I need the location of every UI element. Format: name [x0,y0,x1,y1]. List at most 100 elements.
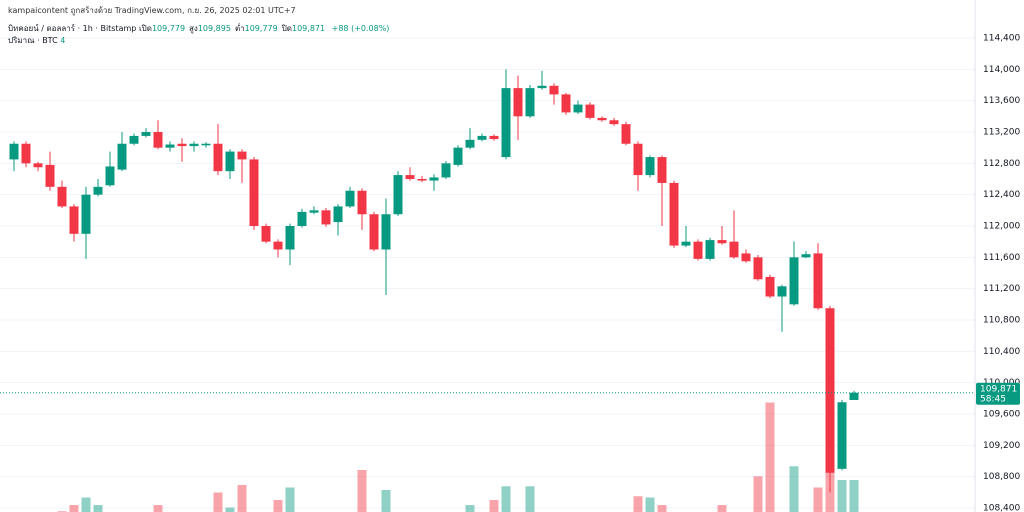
y-tick-label: 112,400 [983,190,1020,200]
y-tick-label: 110,400 [983,347,1020,357]
volume-bar [93,505,103,512]
last-price-label: 109,871 [980,384,1017,394]
candle-body [369,214,379,250]
candle-body [573,104,583,113]
ohlc-value: 109,895 [197,24,231,33]
candle-body [837,402,847,469]
volume-bar [501,486,511,512]
volume-bar [237,485,247,512]
candle-body [657,157,667,183]
candle-body [237,151,247,160]
volume-bar [657,505,667,512]
candle-body [777,286,787,297]
candle-body [129,135,139,144]
candle-body [297,211,307,226]
volume-label: ปริมาณ · BTC [8,36,58,45]
candle-body [45,164,55,187]
y-tick-label: 112,000 [983,221,1020,231]
y-tick-label: 112,800 [983,159,1020,169]
candle-body [789,257,799,305]
ohlc-label: ปิด [281,24,292,33]
candle-body [261,225,271,242]
candle-body [513,88,523,117]
candle-body [825,308,835,473]
candle-body [693,241,703,259]
candle-body [33,163,43,168]
y-tick-label: 114,400 [983,33,1020,43]
y-tick-label: 113,200 [983,127,1020,137]
candle-body [669,182,679,246]
candle-body [729,241,739,258]
volume-bar [381,490,391,512]
candle-body [333,206,343,223]
y-tick-label: 111,600 [983,253,1020,263]
candle-body [813,253,823,309]
candle-body [213,143,223,172]
candle-body [633,143,643,176]
candle-body [225,151,235,172]
candle-body [201,143,211,146]
candle-body [405,175,415,179]
y-tick-label: 110,800 [983,316,1020,326]
candle-body [249,159,259,226]
candle-body [465,139,475,148]
y-tick-label: 108,400 [983,504,1020,512]
candle-body [345,190,355,207]
volume-bar [753,476,763,512]
candle-body [309,210,319,213]
candle-body [153,131,163,148]
candle-body [489,135,499,140]
candle-body [189,143,199,147]
candle-body [57,186,67,207]
volume-bar [849,480,859,512]
candle-body [357,190,367,215]
candle-body [69,206,79,234]
candle-body [621,124,631,144]
volume-bar [633,496,643,512]
volume-bar [465,505,475,512]
volume-bar [837,480,847,512]
candle-body [285,225,295,250]
candle-body [453,147,463,165]
candle-body [705,240,715,259]
volume-value: 4 [60,36,66,45]
legend-line: บิทคอยน์ / ดอลลาร์ · 1h · Bitstamp เปิด1… [8,22,389,35]
ohlc-value: 109,871 [292,24,326,33]
volume-bar [789,466,799,512]
candle-body [429,177,439,181]
candle-body [93,186,103,195]
candle-body [585,104,595,118]
y-tick-label: 111,200 [983,284,1020,294]
candle-body [801,254,811,258]
ohlc-label: ต่ำ [234,24,245,33]
candle-body [21,143,31,164]
candle-body [321,210,331,225]
candle-body [741,253,751,262]
candle-body [117,143,127,170]
y-tick-label: 113,600 [983,96,1020,106]
candle-body [609,120,619,125]
candle-body [549,85,559,95]
candle-body [645,157,655,176]
volume-bar [717,505,727,512]
candle-body [417,178,427,181]
ohlc-label: เปิด [138,24,152,33]
volume-bar [285,487,295,512]
volume-bar [357,470,367,512]
volume-bar [489,500,499,512]
y-tick-label: 109,600 [983,410,1020,420]
candle-body [165,144,175,148]
candle-body [177,143,187,147]
volume-bar [765,402,775,512]
candle-body [441,163,451,178]
candle-body [105,166,115,186]
volume-bar [813,487,823,512]
candle-body [381,214,391,250]
candle-body [537,85,547,89]
ohlc: เปิด109,779 สูง109,895 ต่ำ109,779 ปิด109,87… [139,24,329,33]
countdown: 58:45 [980,394,1006,404]
candle-body [81,194,91,234]
candle-body [597,117,607,121]
